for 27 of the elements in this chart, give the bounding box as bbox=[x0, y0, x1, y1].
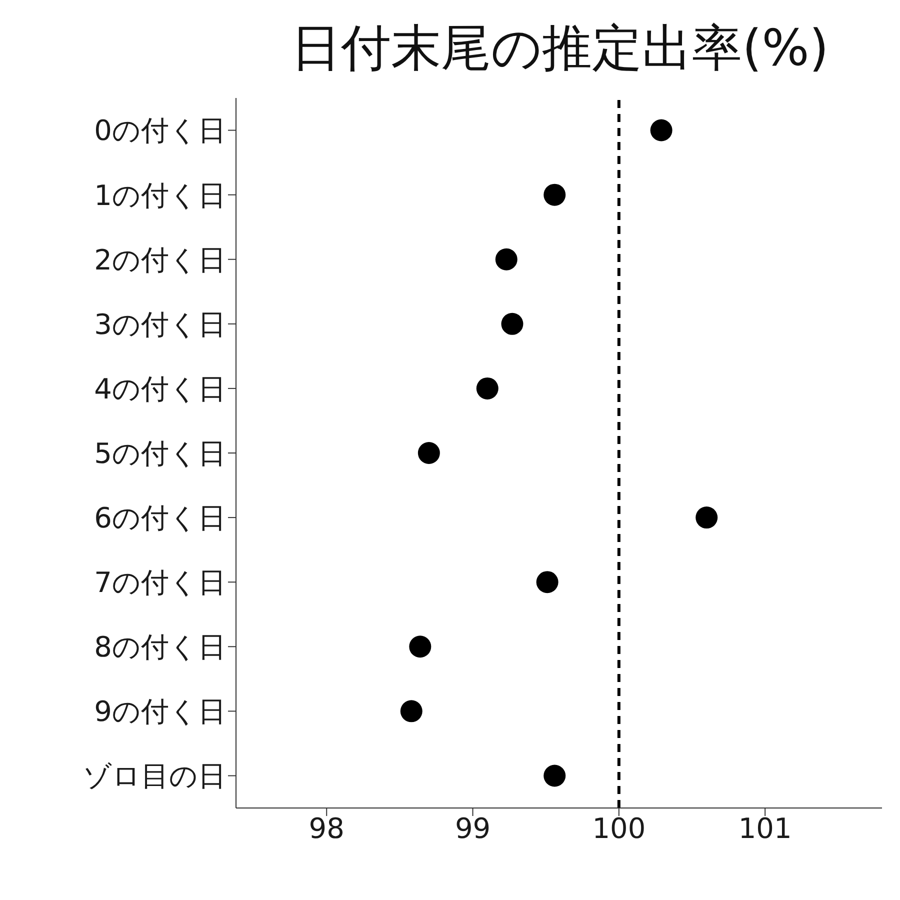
y-tick-label: 4の付く日 bbox=[94, 372, 226, 406]
point bbox=[544, 184, 566, 206]
point bbox=[409, 636, 432, 658]
point bbox=[536, 571, 558, 594]
y-tick-label: 5の付く日 bbox=[94, 436, 226, 470]
chart-title: 日付末尾の推定出率(%) bbox=[290, 18, 830, 79]
point bbox=[400, 700, 422, 722]
y-tick-label: ゾロ目の日 bbox=[83, 760, 226, 793]
y-tick-label: 2の付く日 bbox=[94, 243, 226, 276]
y-tick-label: 0の付く日 bbox=[94, 114, 226, 148]
point bbox=[650, 119, 672, 142]
x-tick-label: 100 bbox=[592, 812, 646, 845]
point bbox=[696, 506, 718, 529]
x-tick-label: 101 bbox=[738, 812, 792, 845]
point bbox=[476, 377, 498, 400]
y-tick-label: 1の付く日 bbox=[94, 178, 226, 212]
y-tick-label: 7の付く日 bbox=[94, 566, 226, 600]
y-tick-label: 9の付く日 bbox=[94, 695, 226, 728]
point bbox=[501, 312, 524, 335]
x-tick-label: 99 bbox=[454, 812, 491, 845]
y-tick-label: 6の付く日 bbox=[94, 501, 226, 534]
y-tick-label: 3の付く日 bbox=[94, 308, 226, 341]
point bbox=[418, 442, 440, 464]
point bbox=[544, 764, 566, 787]
x-tick-label: 98 bbox=[308, 812, 344, 845]
point bbox=[495, 248, 518, 270]
y-tick-label: 8の付く日 bbox=[94, 630, 226, 664]
